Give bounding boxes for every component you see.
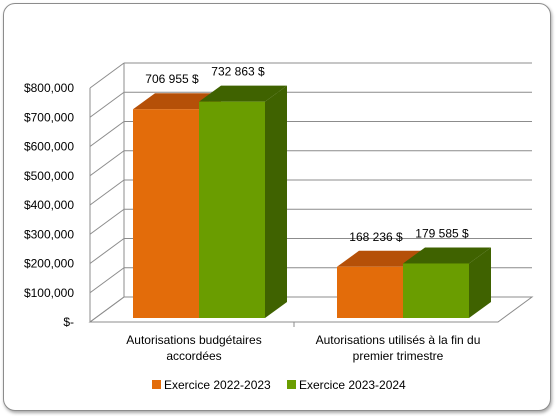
y-tick-label: $700,000 [24, 110, 74, 124]
gridline-side [89, 91, 125, 118]
legend-label: Exercice 2022-2023 [164, 378, 271, 392]
bar-top [403, 247, 491, 264]
category-label-line: Autorisations budgétaires [126, 333, 261, 347]
gridline-side [89, 121, 125, 147]
y-tick-label: $- [63, 315, 74, 329]
bar-front [199, 101, 265, 318]
category-label: Autorisations budgétaires accordées [126, 333, 261, 363]
data-label: 168 236 $ [349, 230, 403, 244]
legend-label: Exercice 2023-2024 [299, 378, 406, 392]
gridline-side [89, 296, 125, 323]
category-label-line: Autorisations utilisés à la fin du [316, 333, 481, 347]
data-label: 706 955 $ [145, 72, 199, 86]
bar [403, 247, 491, 318]
y-tick-label: $300,000 [24, 227, 74, 241]
y-tick-label: $200,000 [24, 257, 74, 271]
bar-front [133, 109, 199, 318]
bar-front [337, 266, 403, 318]
y-tick-label: $600,000 [24, 140, 74, 154]
data-label: 732 863 $ [211, 65, 265, 79]
gridline-side [89, 179, 125, 206]
y-tick-label: $100,000 [24, 286, 74, 300]
bar-top [199, 85, 287, 102]
bars [133, 85, 491, 318]
category-label: Autorisations utilisés à la fin du premie… [316, 333, 481, 363]
bar-front [403, 263, 469, 318]
legend-swatch [152, 380, 161, 389]
gridline-side [89, 238, 125, 264]
gridline-side [89, 62, 125, 89]
legend-swatch [287, 380, 296, 389]
category-label-line: premier trimestre [353, 349, 444, 363]
category-label-line: accordées [166, 349, 221, 363]
gridline-side [89, 150, 125, 177]
gridline-side [89, 208, 125, 235]
bar-side [469, 247, 491, 318]
y-tick-label: $400,000 [24, 198, 74, 212]
data-label: 179 585 $ [415, 226, 469, 240]
legend-item: Exercice 2023-2024 [287, 378, 406, 392]
y-tick-label: $800,000 [24, 81, 74, 95]
bar-top [337, 250, 425, 267]
y-tick-label: $500,000 [24, 169, 74, 183]
bar-side [265, 85, 287, 318]
gridline-side [89, 267, 125, 294]
legend-item: Exercice 2022-2023 [152, 378, 271, 392]
bar [199, 85, 287, 318]
